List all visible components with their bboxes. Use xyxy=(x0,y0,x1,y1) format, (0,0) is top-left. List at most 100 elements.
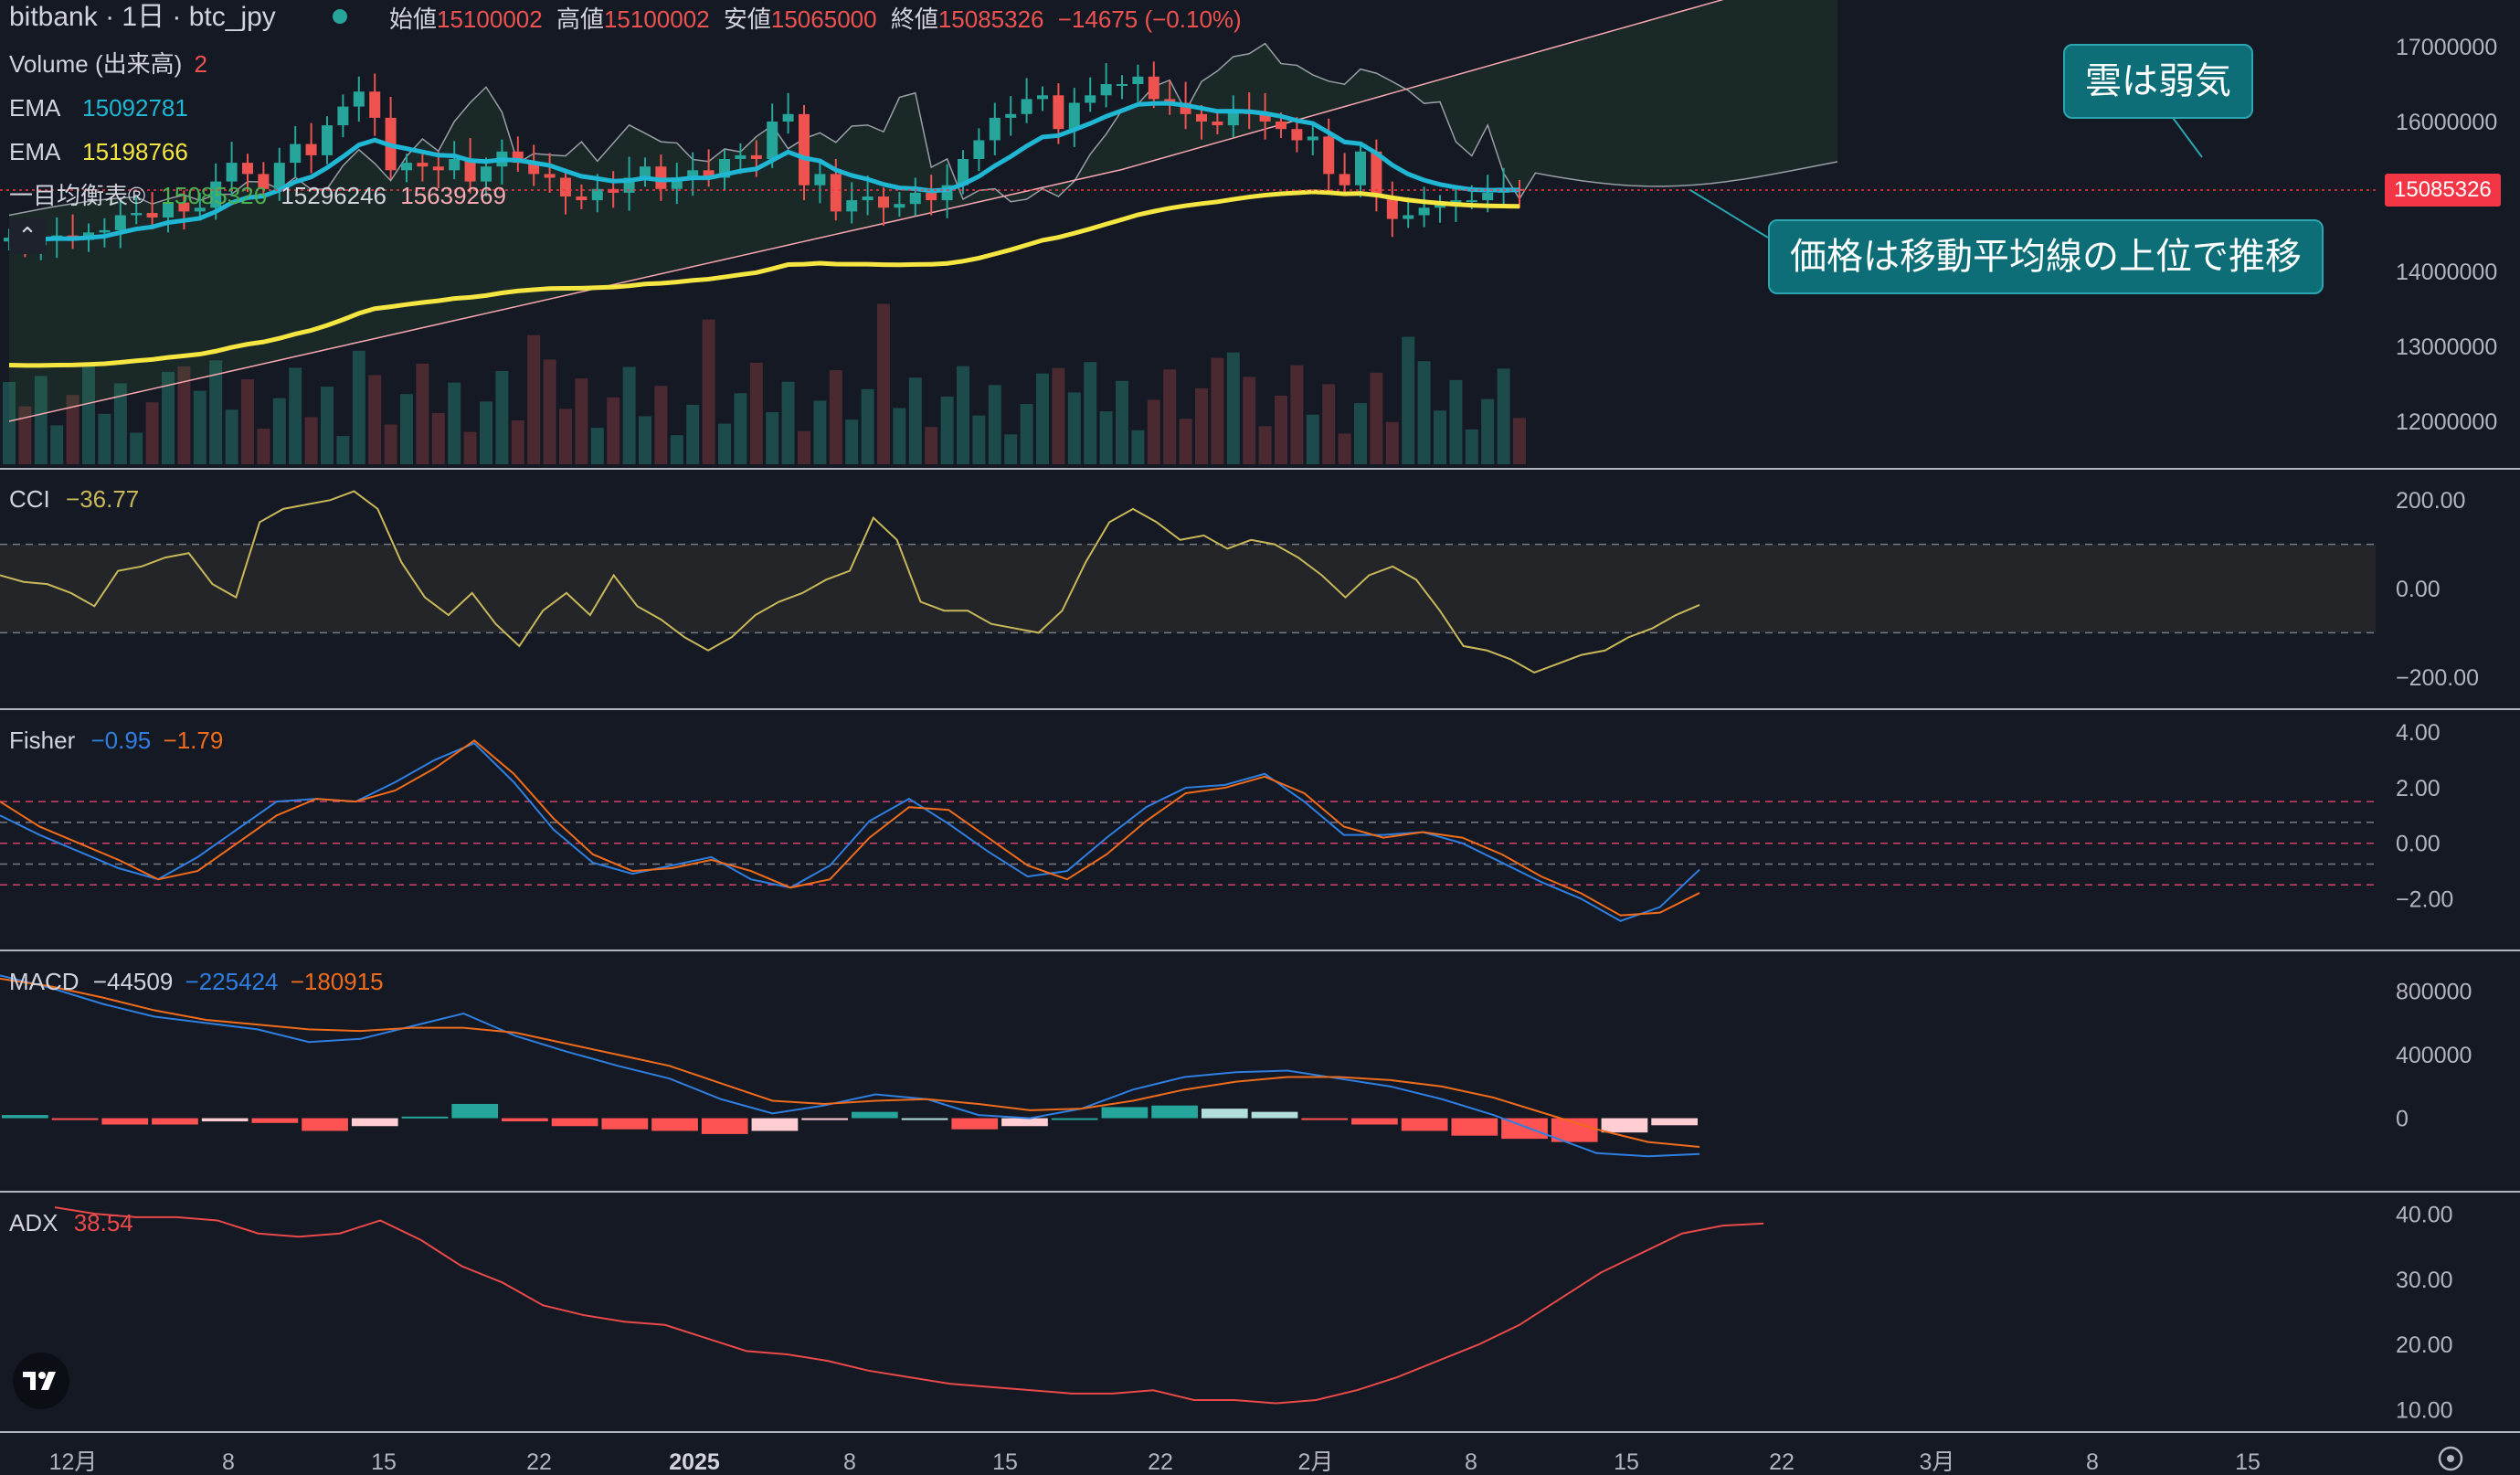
candle-body[interactable] xyxy=(305,143,317,155)
candle-body[interactable] xyxy=(290,143,302,164)
candle-body[interactable] xyxy=(862,196,874,201)
candle-body[interactable] xyxy=(242,163,253,175)
candle-body[interactable] xyxy=(528,163,540,175)
volume-bar xyxy=(257,429,270,464)
volume-bar xyxy=(1434,410,1446,464)
candle-body[interactable] xyxy=(226,163,238,182)
candle-body[interactable] xyxy=(432,166,444,171)
candle-body[interactable] xyxy=(1339,174,1350,186)
candle-body[interactable] xyxy=(114,215,126,230)
candle-body[interactable] xyxy=(878,196,889,208)
candle-body[interactable] xyxy=(1482,192,1494,201)
candle-body[interactable] xyxy=(973,140,985,160)
candle-body[interactable] xyxy=(194,207,206,212)
candle-body[interactable] xyxy=(1164,99,1176,103)
candle-body[interactable] xyxy=(576,196,588,201)
callout-cloud-bearish: 雲は弱気 xyxy=(2063,44,2253,119)
candle-body[interactable] xyxy=(560,177,571,197)
candle-body[interactable] xyxy=(608,188,619,193)
candle-body[interactable] xyxy=(1148,76,1159,100)
candle-body[interactable] xyxy=(449,159,461,171)
candle-body[interactable] xyxy=(258,174,270,189)
candle-body[interactable] xyxy=(1323,136,1335,175)
candle-body[interactable] xyxy=(782,113,794,122)
candle-body[interactable] xyxy=(146,213,158,218)
candle-body[interactable] xyxy=(703,170,715,178)
candle-body[interactable] xyxy=(1005,113,1017,118)
collapse-legend-button[interactable]: ⌃ xyxy=(9,218,46,254)
candle-body[interactable] xyxy=(1085,95,1096,103)
candle-body[interactable] xyxy=(1418,207,1430,216)
candle-body[interactable] xyxy=(735,154,746,159)
candle-body[interactable] xyxy=(814,174,826,186)
candle-body[interactable] xyxy=(846,200,858,212)
time-axis[interactable]: 12月 8 15 22 2025 8 15 22 2月 8 15 22 3月 8 15 xyxy=(49,1446,2463,1475)
candle-body[interactable] xyxy=(131,213,143,216)
candle-body[interactable] xyxy=(1021,99,1032,114)
volume-bar xyxy=(193,390,206,464)
candle-body[interactable] xyxy=(767,122,778,159)
legend-fisher[interactable]: Fisher −0.95 −1.79 xyxy=(9,727,223,754)
legend-adx[interactable]: ADX 38.54 xyxy=(9,1209,133,1236)
candle-body[interactable] xyxy=(210,181,222,208)
candle-body[interactable] xyxy=(544,174,556,178)
candle-body[interactable] xyxy=(322,125,333,155)
candle-body[interactable] xyxy=(1371,151,1382,196)
candle-body[interactable] xyxy=(1435,204,1445,208)
legend-volume[interactable]: Volume (出来高) 2 xyxy=(9,50,207,78)
candle-body[interactable] xyxy=(369,91,381,118)
candle-body[interactable] xyxy=(1291,129,1303,141)
legend-ichimoku[interactable]: 一目均衡表® 15085326 15296246 15639269 xyxy=(9,182,506,209)
candle-body[interactable] xyxy=(401,163,412,171)
volume-bar xyxy=(766,412,779,464)
volume-bar xyxy=(1481,398,1495,464)
candle-body[interactable] xyxy=(1403,215,1414,219)
candle-body[interactable] xyxy=(1037,95,1048,100)
legend-macd[interactable]: MACD −44509 −225424 −180915 xyxy=(9,968,384,995)
candle-body[interactable] xyxy=(909,192,921,205)
callout-price-pointer xyxy=(1689,189,1769,239)
candle-body[interactable] xyxy=(1132,76,1144,84)
candle-body[interactable] xyxy=(750,154,762,159)
candle-body[interactable] xyxy=(799,113,810,186)
candle-body[interactable] xyxy=(464,159,476,182)
candle-body[interactable] xyxy=(1386,196,1398,219)
candle-body[interactable] xyxy=(417,163,429,167)
candle-body[interactable] xyxy=(178,202,190,212)
candle-body[interactable] xyxy=(1307,136,1318,141)
tradingview-logo[interactable] xyxy=(13,1353,69,1409)
adx-value: 38.54 xyxy=(73,1209,133,1236)
candle-body[interactable] xyxy=(1196,113,1207,122)
candle-body[interactable] xyxy=(1466,200,1477,203)
volume-bar xyxy=(1211,357,1224,464)
candle-body[interactable] xyxy=(273,163,285,189)
candle-body[interactable] xyxy=(989,117,1001,141)
candle-body[interactable] xyxy=(1259,113,1271,122)
candle-body[interactable] xyxy=(1068,102,1080,130)
candle-body[interactable] xyxy=(1100,84,1112,96)
macd-histogram-bar xyxy=(801,1118,848,1120)
candle-body[interactable] xyxy=(640,166,651,178)
candle-body[interactable] xyxy=(1227,110,1239,126)
candle-body[interactable] xyxy=(353,91,365,107)
legend-ema-long[interactable]: EMA 15198766 xyxy=(9,138,188,165)
candle-body[interactable] xyxy=(958,159,969,186)
settings-gear-icon[interactable] xyxy=(2438,1446,2463,1471)
candle-body[interactable] xyxy=(894,204,905,208)
candle-body[interactable] xyxy=(337,106,349,126)
candle-body[interactable] xyxy=(687,170,699,178)
candle-body[interactable] xyxy=(1117,84,1128,86)
legend-ema-short[interactable]: EMA 15092781 xyxy=(9,94,188,122)
candle-body[interactable] xyxy=(1276,122,1286,130)
candle-body[interactable] xyxy=(1212,122,1223,126)
candle-body[interactable] xyxy=(830,174,842,212)
candle-body[interactable] xyxy=(163,202,174,218)
candle-body[interactable] xyxy=(1053,95,1064,130)
candle-body[interactable] xyxy=(591,188,603,201)
legend-cci[interactable]: CCI −36.77 xyxy=(9,485,139,513)
candle-body[interactable] xyxy=(481,166,492,182)
candle-body[interactable] xyxy=(99,229,111,233)
candle-body[interactable] xyxy=(926,192,937,201)
chart-title[interactable]: bitbank · 1日 · btc_jpy xyxy=(9,2,276,32)
candle-body[interactable] xyxy=(1355,151,1366,186)
